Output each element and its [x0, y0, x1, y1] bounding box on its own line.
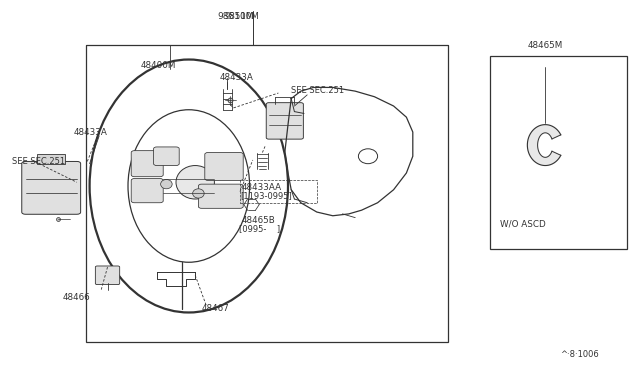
Text: W/O ASCD: W/O ASCD — [500, 220, 546, 229]
Ellipse shape — [161, 179, 172, 189]
Text: [0995-    ]: [0995- ] — [239, 224, 280, 233]
Text: 48433A: 48433A — [220, 73, 253, 82]
FancyBboxPatch shape — [95, 266, 120, 285]
Bar — [86, 45, 448, 342]
Polygon shape — [527, 125, 561, 166]
Bar — [240, 180, 317, 203]
Text: 48466: 48466 — [63, 293, 90, 302]
Text: 98510M: 98510M — [225, 12, 259, 21]
Ellipse shape — [176, 166, 214, 199]
Text: 98510M: 98510M — [217, 12, 254, 21]
FancyBboxPatch shape — [205, 153, 243, 180]
Text: SEE SEC.251: SEE SEC.251 — [291, 86, 344, 95]
Bar — [490, 56, 627, 249]
Text: 48467: 48467 — [202, 304, 229, 313]
Text: 48465B: 48465B — [241, 216, 275, 225]
FancyBboxPatch shape — [131, 151, 163, 177]
FancyBboxPatch shape — [154, 147, 179, 166]
Text: 48433AA: 48433AA — [242, 183, 282, 192]
FancyBboxPatch shape — [198, 184, 243, 208]
Text: 48400M: 48400M — [141, 61, 176, 70]
FancyBboxPatch shape — [131, 179, 163, 203]
FancyBboxPatch shape — [22, 161, 81, 214]
Text: 48465M: 48465M — [528, 41, 563, 50]
FancyBboxPatch shape — [266, 103, 303, 139]
Text: [1193-0995]: [1193-0995] — [240, 191, 292, 200]
Text: SEE SEC.251: SEE SEC.251 — [12, 157, 65, 166]
Text: 48433A: 48433A — [74, 128, 108, 137]
Bar — [37, 154, 65, 164]
Ellipse shape — [193, 189, 204, 198]
Text: ^·8·1006: ^·8·1006 — [560, 350, 599, 359]
